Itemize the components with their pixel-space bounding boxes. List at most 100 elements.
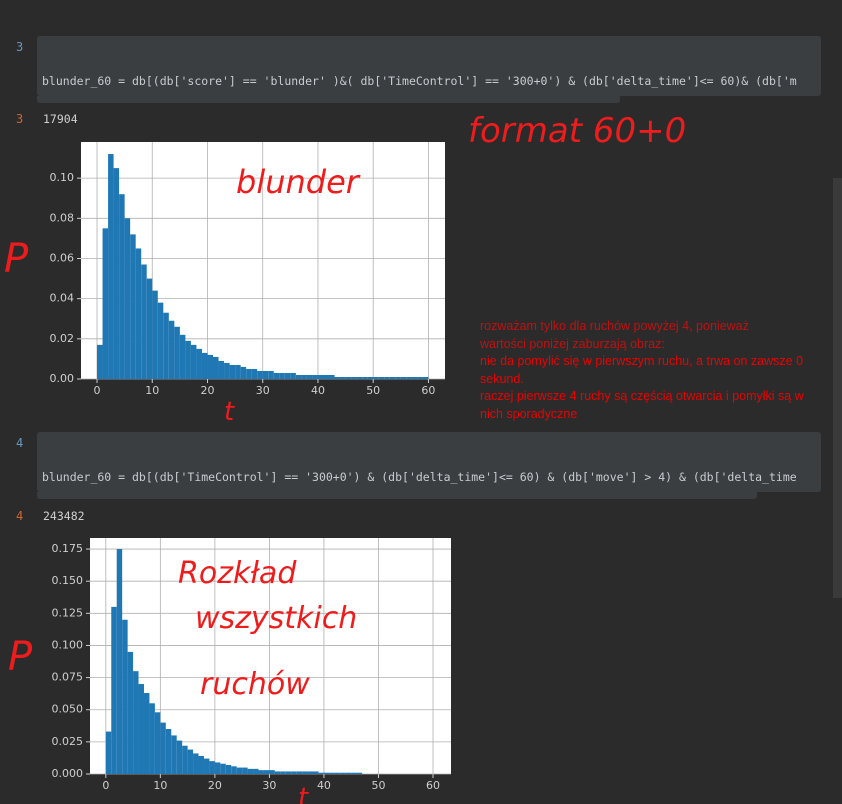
bar: [257, 370, 263, 379]
bar: [111, 606, 117, 774]
bar: [318, 772, 324, 774]
bar: [138, 684, 144, 774]
handwriting: wszystkich: [195, 601, 357, 636]
bar: [395, 376, 401, 379]
bar: [171, 735, 177, 774]
bar: [269, 770, 275, 774]
bar: [157, 302, 164, 379]
bar: [258, 770, 264, 774]
y-tick-label: 0.075: [52, 671, 84, 684]
bar: [135, 248, 142, 379]
bar: [273, 372, 280, 379]
bar: [193, 753, 199, 774]
bar: [209, 761, 215, 774]
y-tick-label: 0.150: [52, 574, 84, 587]
bar: [295, 374, 302, 379]
bar: [203, 758, 210, 774]
bar: [220, 763, 226, 774]
bar: [201, 352, 208, 379]
x-tick-label: 60: [421, 384, 435, 397]
note-line: nich sporadyczne: [480, 406, 578, 421]
note-line: wartości poniżej zaburzają obraz:: [480, 336, 665, 351]
y-tick-label: 0.08: [50, 211, 75, 224]
x-tick-label: 0: [102, 779, 109, 792]
bar: [185, 340, 191, 379]
handwriting: t: [224, 397, 235, 427]
bar: [268, 370, 274, 379]
bar: [323, 772, 330, 774]
note: rozważam tylko dla ruchów powyżej 4, pon…: [480, 318, 840, 423]
bar: [246, 368, 252, 379]
page-scrollbar[interactable]: [833, 178, 842, 598]
bar: [133, 671, 139, 774]
x-tick-label: 20: [208, 779, 222, 792]
output-number: 3: [16, 112, 24, 126]
bar: [213, 356, 219, 379]
x-tick-label: 50: [371, 779, 385, 792]
bar: [280, 771, 286, 774]
bar: [119, 194, 125, 379]
bar: [124, 218, 131, 379]
bar: [218, 360, 225, 379]
bar: [214, 762, 221, 774]
x-tick-label: 30: [262, 779, 276, 792]
bar: [291, 771, 297, 774]
code-cell[interactable]: blunder_60 = db[(db['score'] == 'blunder…: [37, 36, 821, 96]
scrollbar: [37, 96, 620, 103]
bar: [196, 348, 202, 379]
cell-number: 4: [16, 436, 24, 450]
bar: [160, 722, 166, 774]
note-line: raczej pierwsze 4 ruchy są częścią otwar…: [480, 389, 804, 403]
bar: [285, 771, 292, 774]
y-tick-label: 0.100: [52, 638, 84, 651]
bar: [313, 771, 319, 774]
x-tick-label: 40: [311, 384, 325, 397]
note-line: rozważam tylko dla ruchów powyżej 4, pon…: [480, 319, 749, 333]
bar: [207, 354, 214, 379]
bar: [247, 768, 254, 774]
scrollbar: [37, 492, 757, 499]
x-tick-label: 40: [317, 779, 331, 792]
bar: [141, 264, 147, 379]
x-tick-label: 30: [256, 384, 270, 397]
bar: [229, 364, 236, 379]
bar: [224, 362, 230, 379]
bar: [296, 771, 303, 774]
bar: [174, 326, 180, 379]
bar: [113, 168, 120, 379]
bar: [225, 765, 232, 774]
bar: [329, 772, 335, 774]
bar: [143, 693, 150, 774]
bar: [345, 376, 352, 379]
bar: [356, 376, 363, 379]
bar: [362, 376, 368, 379]
code-cell[interactable]: blunder_60 = db[(db['TimeControl'] == '3…: [37, 432, 821, 492]
handwriting: P: [4, 236, 29, 282]
y-tick-label: 0.000: [52, 767, 84, 780]
bar: [317, 374, 324, 379]
x-tick-label: 10: [153, 779, 167, 792]
bar: [334, 376, 341, 379]
output-number: 4: [16, 509, 24, 523]
bar: [411, 376, 418, 379]
bar: [340, 376, 346, 379]
bar: [154, 712, 161, 774]
y-tick-label: 0.025: [52, 735, 84, 748]
bar: [168, 320, 175, 379]
bar: [231, 766, 237, 774]
code-line: blunder_60 = db[(db['score'] == 'blunder…: [42, 74, 797, 88]
bar: [198, 756, 204, 774]
x-tick-label: 20: [200, 384, 214, 397]
bar: [105, 731, 112, 774]
bar: [122, 619, 128, 774]
x-tick-label: 10: [145, 384, 159, 397]
bar: [378, 376, 385, 379]
bar: [417, 376, 423, 379]
bar: [274, 771, 281, 774]
handwriting: Rozkład: [178, 556, 297, 591]
bar: [97, 344, 103, 379]
bar: [240, 366, 247, 379]
bar: [187, 749, 194, 774]
bar: [400, 376, 407, 379]
